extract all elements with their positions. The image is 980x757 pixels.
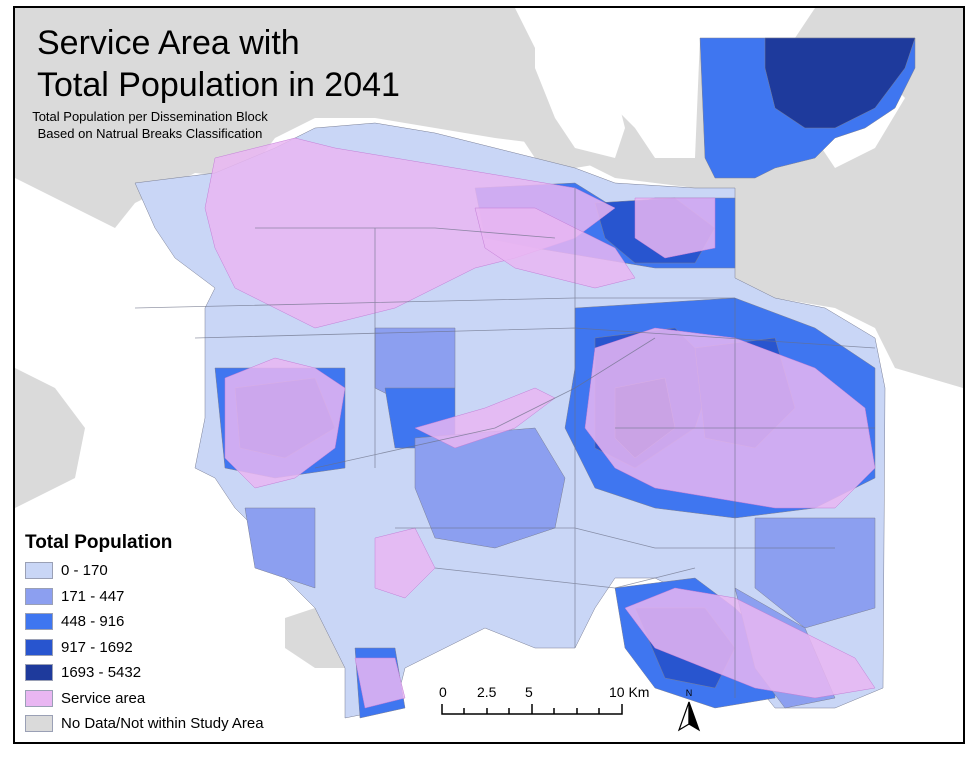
service-area-south	[354, 657, 406, 709]
legend-item: 1693 - 5432	[25, 660, 264, 686]
scale-bar	[441, 704, 623, 715]
legend-label: 1693 - 5432	[61, 664, 142, 682]
map-canvas	[15, 8, 963, 719]
legend-label: 917 - 1692	[61, 638, 133, 656]
service-area-burnaby	[474, 207, 636, 289]
map-subtitle: Total Population per Dissemination Block…	[32, 109, 268, 141]
legend-swatch	[25, 587, 53, 605]
legend-title: Total Population	[25, 532, 173, 553]
service-area-richmond	[224, 357, 346, 489]
legend-label: Service area	[61, 689, 146, 707]
legend-label: 0 - 170	[61, 562, 108, 580]
legend-item: 0 - 170	[25, 558, 264, 584]
map-title: Service Area with Total Population in 20…	[37, 22, 400, 106]
legend-item: No Data/Not within Study Area	[25, 711, 264, 737]
legend-item: Service area	[25, 686, 264, 712]
north-arrow-label: N	[685, 688, 693, 698]
map-frame: Service Area with Total Population in 20…	[13, 6, 965, 744]
scale-tick-label: 5	[525, 684, 533, 700]
north-east-dense	[764, 37, 916, 129]
legend-swatch	[25, 689, 53, 707]
legend-item: 171 - 447	[25, 584, 264, 610]
legend-swatch	[25, 613, 53, 631]
legend-swatch	[25, 638, 53, 656]
service-area-delta	[374, 527, 436, 599]
legend-label: 171 - 447	[61, 587, 125, 605]
service-area-vancouver	[204, 137, 616, 329]
scale-tick-label: 10 Km	[609, 684, 650, 700]
legend-swatch	[25, 562, 53, 580]
service-area	[204, 137, 876, 709]
legend-item: 917 - 1692	[25, 635, 264, 661]
legend-label: No Data/Not within Study Area	[61, 715, 264, 733]
title-line-2: Total Population in 2041	[37, 66, 400, 104]
scale-tick-label: 0	[439, 684, 447, 700]
legend: Total Population 0 - 170 171 - 447 448 -…	[25, 532, 264, 737]
legend-swatch	[25, 664, 53, 682]
scale-tick-label: 2.5	[477, 684, 497, 700]
service-area-whiterock	[624, 587, 876, 699]
legend-swatch	[25, 715, 53, 733]
title-line-1: Service Area with	[37, 24, 300, 62]
legend-label: 448 - 916	[61, 613, 125, 631]
road-network	[134, 188, 876, 698]
north-arrow-icon	[677, 701, 701, 732]
legend-item: 448 - 916	[25, 609, 264, 635]
